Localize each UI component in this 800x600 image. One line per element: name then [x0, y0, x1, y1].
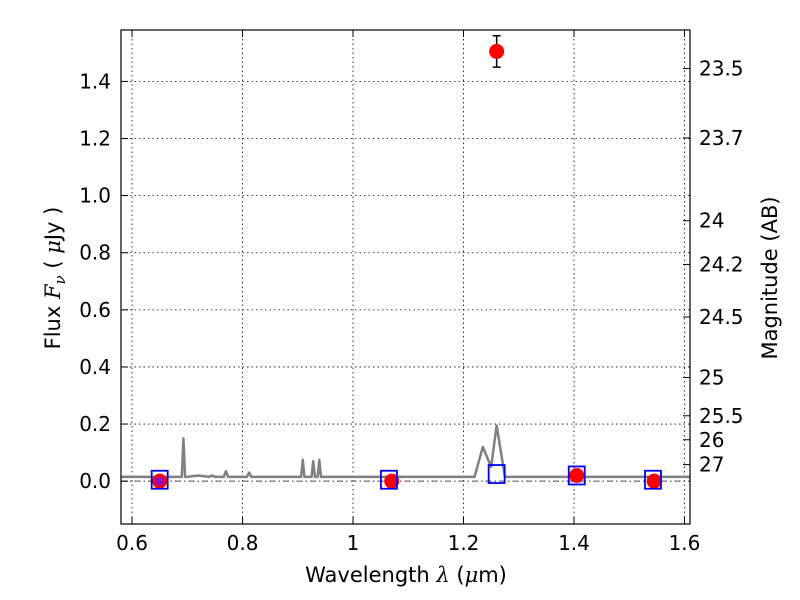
model-square: [380, 469, 398, 490]
model-square: [487, 464, 506, 484]
x-tick-label: 1.6: [669, 531, 701, 555]
y-tick-label: 0.8: [79, 241, 111, 265]
y-axis-ticks: 0.0 0.2 0.4 0.6 0.8 1.0 1.2 1.4: [79, 69, 128, 493]
x-tick-label: 1: [347, 531, 360, 555]
y2-tick-label: 24.2: [699, 252, 744, 276]
y2-tick-label: 25: [699, 366, 724, 390]
grid: [121, 30, 690, 524]
x-axis-ticks: 0.6 0.8 1 1.2 1.4 1.6: [116, 30, 700, 555]
plot-frame: [120, 29, 691, 525]
y-tick-label: 0.2: [79, 412, 111, 436]
y-tick-label: 0.4: [79, 355, 111, 379]
x-tick-label: 0.6: [116, 531, 148, 555]
template-spectrum: [121, 424, 690, 479]
observed-point: [489, 43, 505, 59]
template-line: [121, 424, 690, 479]
x-tick-label: 0.8: [227, 531, 259, 555]
y2-tick-label: 23.5: [699, 57, 744, 81]
y2-tick-label: 23.7: [699, 126, 744, 150]
error-bars: [155, 34, 659, 488]
model-square: [567, 465, 586, 486]
model-square: [150, 469, 169, 490]
observed-point: [646, 473, 662, 489]
model-square: [644, 469, 662, 490]
model-points: [150, 464, 662, 490]
y2-tick-label: 24: [699, 209, 724, 233]
y-tick-label: 0.6: [79, 298, 111, 322]
y-tick-label: 1.0: [79, 184, 111, 208]
x-tick-label: 1.2: [448, 531, 480, 555]
observed-points: [152, 43, 662, 489]
y2-tick-label: 26: [699, 428, 724, 452]
y2-tick-label: 25.5: [699, 404, 744, 428]
y-tick-label: 0.0: [79, 469, 111, 493]
y2-axis-label: Magnitude (AB): [758, 196, 782, 359]
y-tick-label: 1.4: [79, 69, 111, 93]
y-tick-label: 1.2: [79, 127, 111, 151]
y2-tick-label: 24.5: [699, 305, 744, 329]
x-tick-label: 1.4: [558, 531, 590, 555]
x-axis-label: Wavelength λ (μm): [305, 563, 507, 587]
observed-point-overlay: [155, 476, 165, 486]
observed-point: [569, 467, 585, 483]
y2-tick-label: 27: [699, 453, 724, 477]
y-axis-label: Flux Fν ( μJy ): [41, 207, 69, 350]
